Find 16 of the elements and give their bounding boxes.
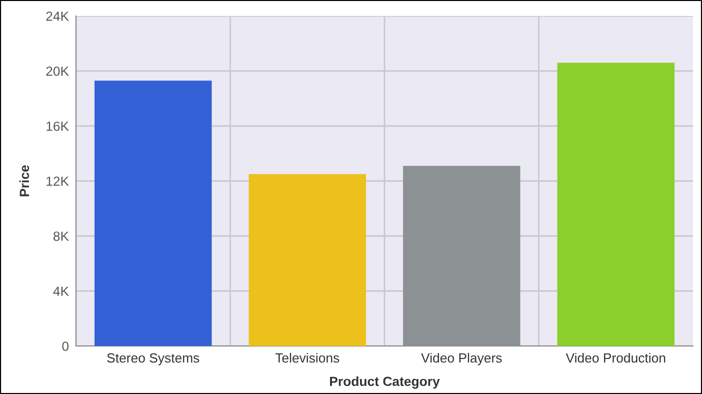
x-tick-label: Stereo Systems bbox=[107, 353, 200, 366]
y-tick-label: 0 bbox=[62, 342, 69, 351]
y-axis-title: Price bbox=[19, 165, 30, 196]
y-tick-label: 16K bbox=[46, 122, 69, 131]
x-axis-title: Product Category bbox=[330, 376, 440, 389]
y-tick-label: 24K bbox=[46, 12, 69, 21]
y-tick-label: 20K bbox=[46, 66, 69, 76]
bar bbox=[557, 62, 674, 346]
bar bbox=[94, 80, 212, 346]
y-tick-label: 8K bbox=[53, 232, 69, 241]
y-tick-label: 12K bbox=[46, 176, 69, 186]
x-tick-label: Video Players bbox=[421, 352, 502, 366]
x-tick-label: Video Production bbox=[566, 352, 666, 363]
x-tick-label: Televisions bbox=[275, 352, 340, 363]
y-tick-label: 4K bbox=[53, 286, 69, 296]
bar bbox=[248, 174, 366, 346]
